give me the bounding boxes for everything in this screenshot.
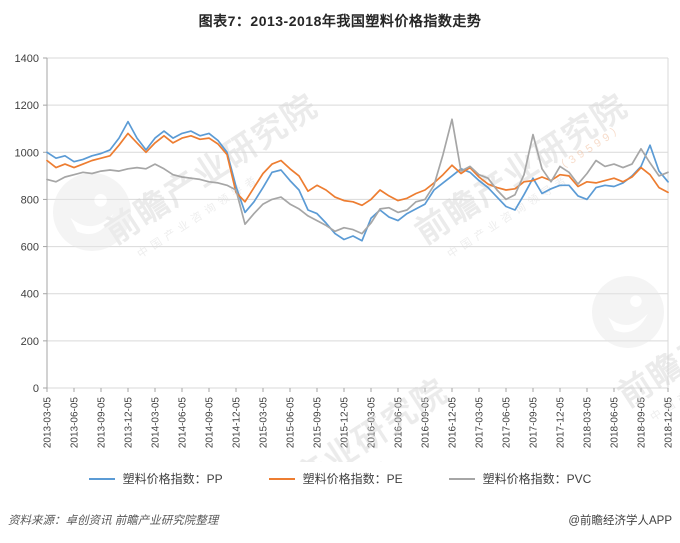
x-tick-label: 2016-12-05 (448, 397, 459, 449)
x-tick-label: 2013-06-05 (70, 397, 81, 449)
footer: 资料来源：卓创资讯 前瞻产业研究院整理 @前瞻经济学人APP (0, 512, 680, 528)
chart-title: 图表7：2013-2018年我国塑料价格指数走势 (198, 13, 482, 29)
legend-label-pvc: 塑料价格指数：PVC (482, 472, 592, 486)
x-tick-label: 2018-09-05 (637, 397, 648, 449)
x-tick-label: 2014-06-05 (178, 397, 189, 449)
y-tick-label: 1400 (15, 53, 39, 65)
y-tick-label: 600 (21, 242, 39, 254)
series-line-pp (46, 120, 669, 242)
legend-swatch-pp (88, 477, 115, 480)
x-tick-label: 2013-09-05 (97, 397, 108, 449)
series-line-pvc (46, 118, 669, 235)
legend-swatch-pvc (448, 477, 475, 480)
x-tick-label: 2016-06-05 (394, 397, 405, 449)
x-tick-label: 2016-09-05 (421, 397, 432, 449)
legend-label-pe: 塑料价格指数：PE (302, 472, 403, 486)
gridlines: 0 200 400 600 800 1000 1200 1400 (15, 53, 668, 395)
x-tick-label: 2016-03-05 (367, 397, 378, 449)
y-tick-label: 1000 (15, 147, 39, 159)
x-tick-label: 2015-06-05 (286, 397, 297, 449)
svg-text:前瞻产业研究院: 前瞻产业研究院 (409, 86, 635, 250)
y-tick-label: 400 (21, 289, 39, 301)
x-tick-label: 2017-09-05 (529, 397, 540, 449)
legend-label-pp: 塑料价格指数：PP (122, 472, 223, 486)
x-tick-label: 2018-06-05 (610, 397, 621, 449)
legend-item-pvc: 塑料价格指数：PVC (448, 470, 592, 487)
x-tick-label: 2015-09-05 (313, 397, 324, 449)
legend-swatch-pe (268, 477, 295, 480)
watermark-logo (53, 173, 131, 251)
series-line-pe (46, 132, 669, 207)
x-tick-label: 2018-12-05 (664, 397, 675, 449)
x-tick-label: 2013-12-05 (124, 397, 135, 449)
x-tick-label: 2017-06-05 (502, 397, 513, 449)
x-tick-label: 2013-03-05 (43, 397, 54, 449)
x-tick-label: 2017-12-05 (556, 397, 567, 449)
x-axis: 2013-03-05 2013-06-05 2013-09-05 2013-12-05… (43, 388, 675, 448)
credit-note: @前瞻经济学人APP (568, 515, 672, 527)
x-tick-label: 2018-03-05 (583, 397, 594, 449)
source-note: 资料来源：卓创资讯 前瞻产业研究院整理 (8, 515, 219, 527)
x-tick-label: 2015-12-05 (340, 397, 351, 449)
legend-item-pp: 塑料价格指数：PP (88, 470, 223, 487)
series-lines (46, 118, 669, 242)
x-tick-label: 2015-03-05 (259, 397, 270, 449)
y-tick-label: 800 (21, 194, 39, 206)
watermark-logo (592, 276, 664, 348)
y-tick-label: 200 (21, 336, 39, 348)
y-tick-label: 0 (33, 383, 39, 395)
legend-item-pe: 塑料价格指数：PE (268, 470, 403, 487)
x-tick-label: 2014-09-05 (205, 397, 216, 449)
y-tick-label: 1200 (15, 100, 39, 112)
x-tick-label: 2017-03-05 (475, 397, 486, 449)
legend: 塑料价格指数：PP 塑料价格指数：PE 塑料价格指数：PVC (0, 470, 680, 487)
x-tick-label: 2014-12-05 (232, 397, 243, 449)
x-tick-label: 2014-03-05 (151, 397, 162, 449)
